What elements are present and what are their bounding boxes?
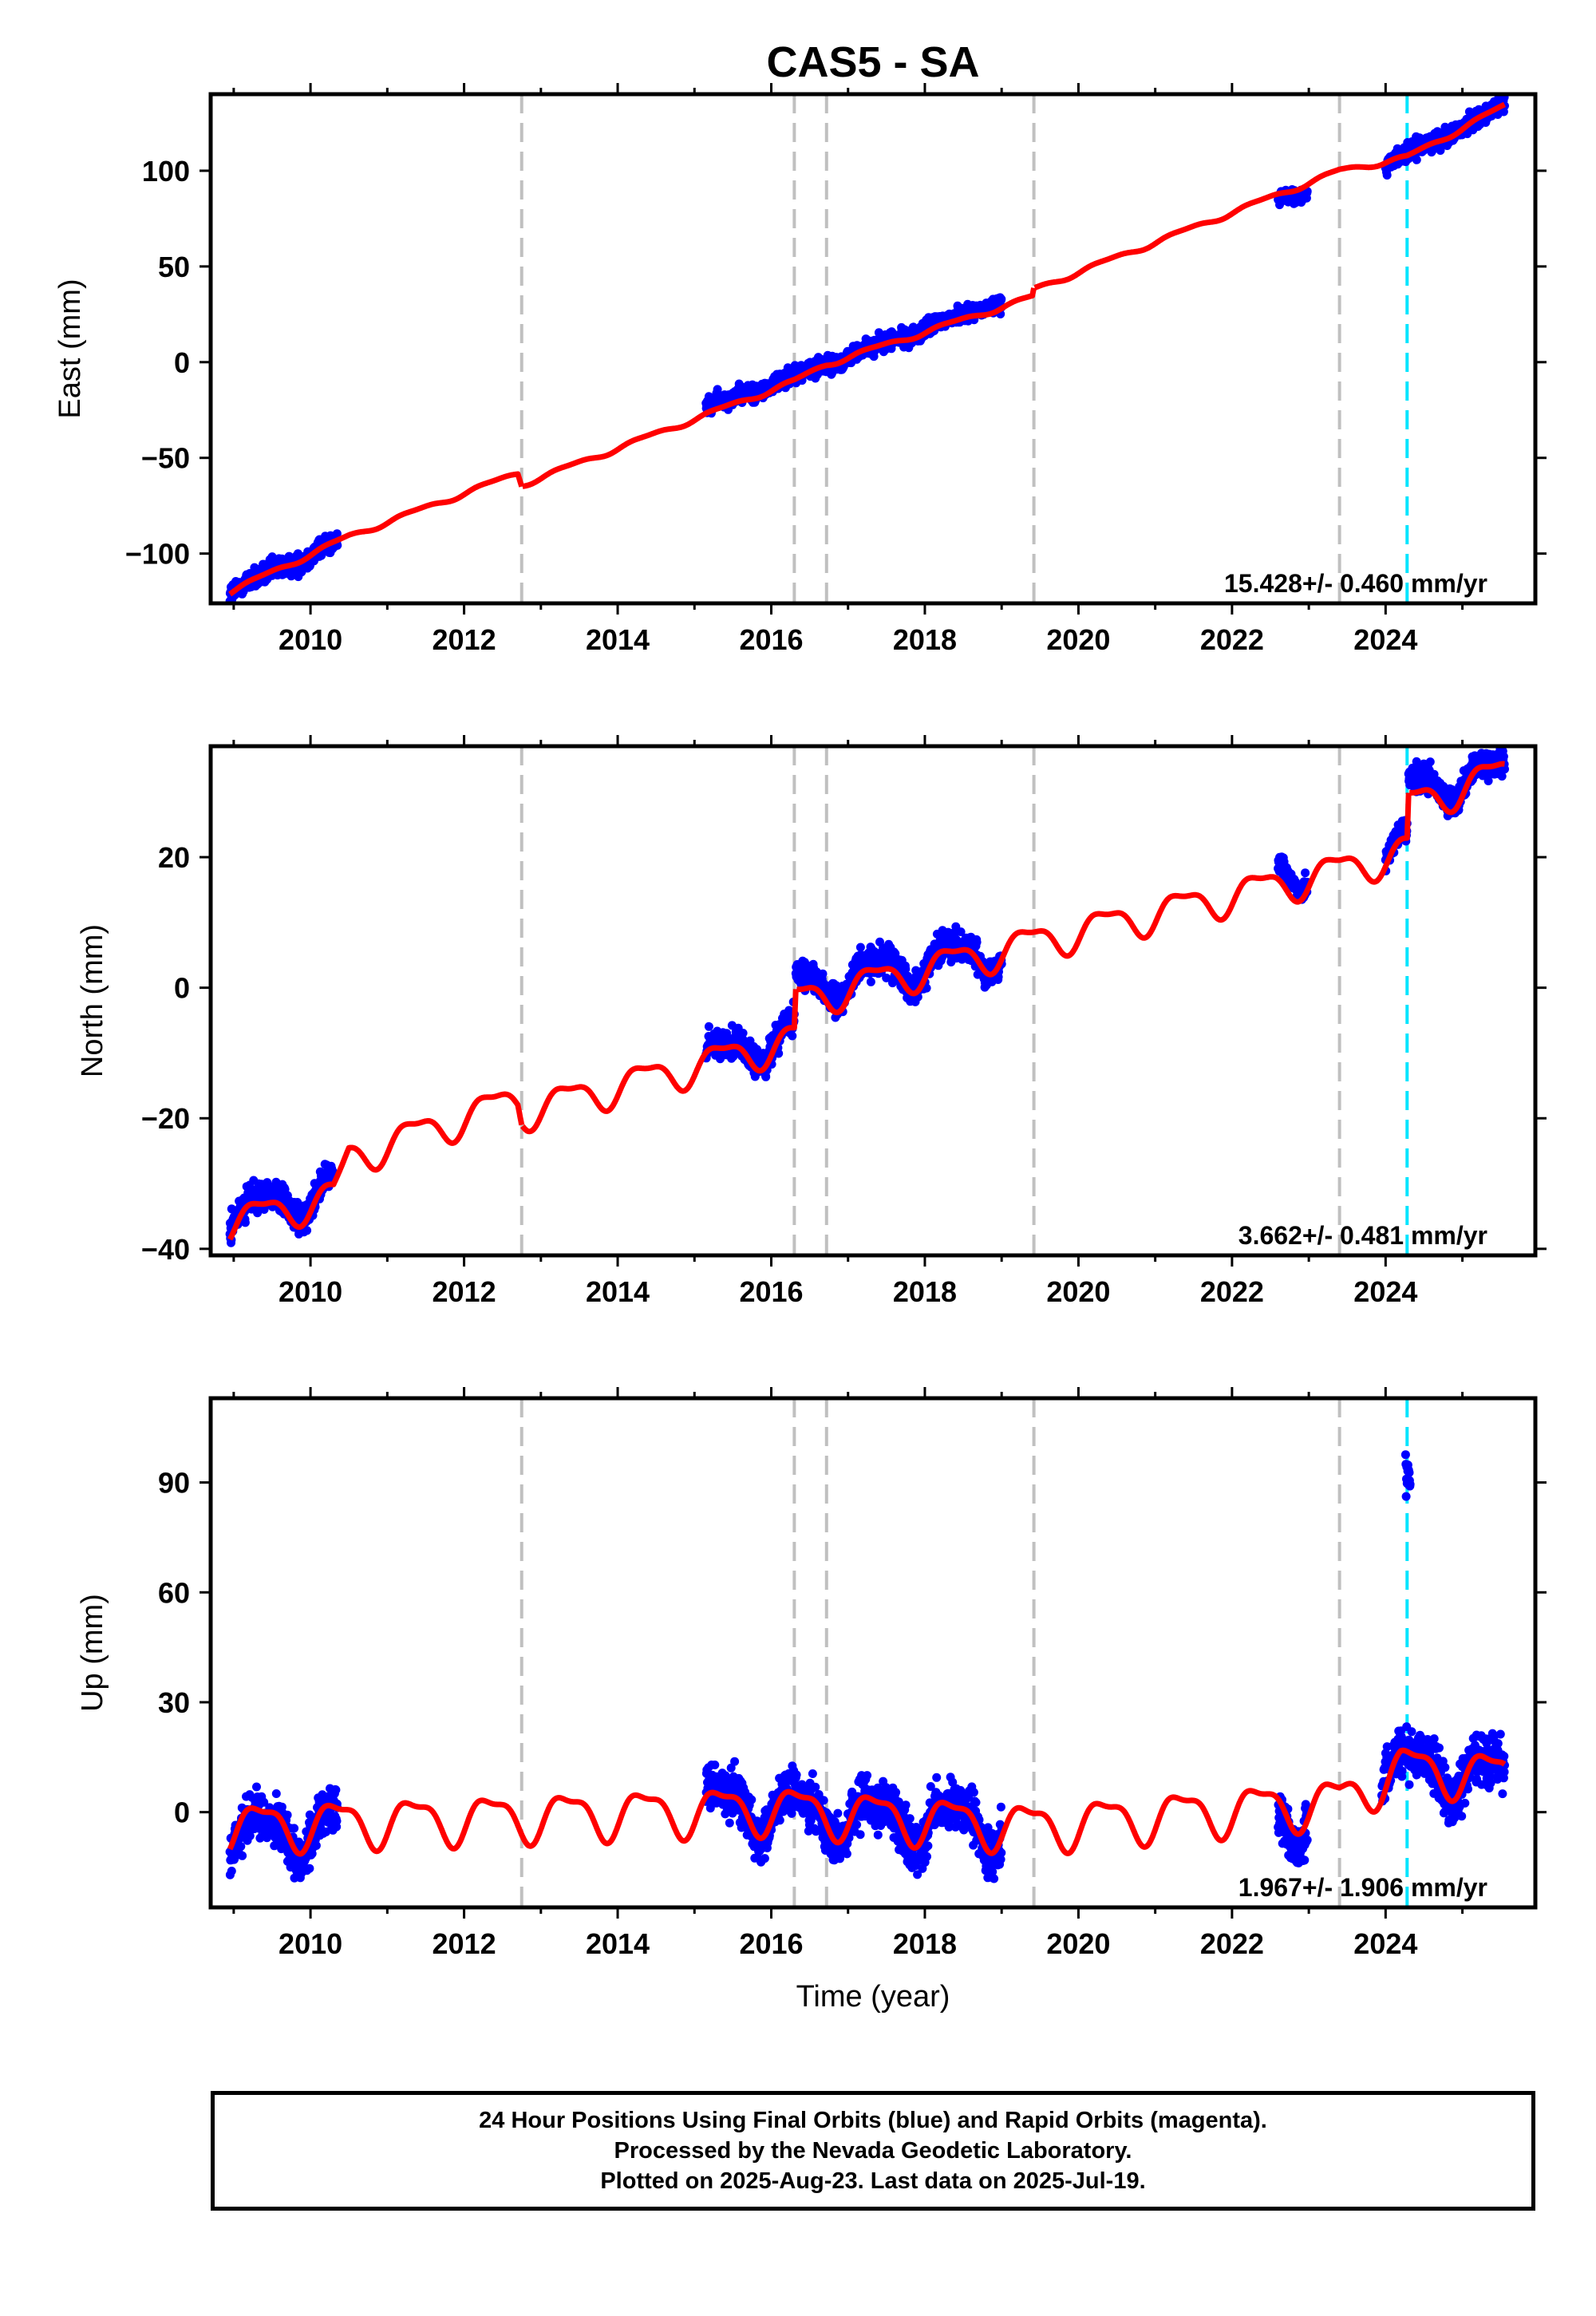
- data-point: [267, 552, 277, 562]
- y-axis-label: North (mm): [76, 924, 109, 1077]
- data-point: [833, 1808, 843, 1818]
- data-point: [713, 385, 722, 394]
- panel-north: 2010 2012 2014 2016 2018 2020 2022 2024 −40 −20 0 2…: [76, 735, 1547, 1308]
- x-tick-label: 2020: [1046, 1275, 1110, 1308]
- model-fit-line: [227, 761, 1507, 1241]
- x-tick-label: 2024: [1353, 1275, 1417, 1308]
- data-point: [1499, 752, 1508, 761]
- data-point: [747, 1795, 757, 1804]
- data-point: [905, 1814, 915, 1824]
- velocity-label: 3.662+/- 0.481 mm/yr: [1238, 1221, 1487, 1250]
- data-point: [863, 1771, 872, 1780]
- final-orbit-points: [225, 746, 1509, 1247]
- data-point: [311, 1841, 321, 1850]
- data-point: [1301, 868, 1310, 878]
- data-point: [852, 1820, 862, 1829]
- data-point: [808, 1769, 817, 1778]
- y-tick-label: −20: [141, 1102, 190, 1135]
- x-tick-label: 2012: [433, 1275, 496, 1308]
- y-tick-label: 0: [174, 972, 190, 1005]
- data-point: [236, 1842, 246, 1852]
- data-point: [891, 1788, 901, 1797]
- data-point: [972, 938, 982, 947]
- y-tick-label: 0: [174, 346, 190, 379]
- data-point: [855, 943, 865, 952]
- data-point: [1412, 155, 1421, 164]
- data-point: [866, 977, 875, 986]
- data-point: [271, 1789, 281, 1798]
- data-point: [997, 294, 1006, 304]
- data-segment: [1381, 94, 1509, 180]
- x-tick-label: 2016: [739, 1275, 803, 1308]
- data-point: [332, 1816, 342, 1826]
- x-tick-label: 2014: [586, 1275, 650, 1308]
- data-point: [305, 1863, 314, 1873]
- x-tick-label: 2022: [1200, 1275, 1264, 1308]
- data-point: [760, 1854, 769, 1863]
- x-tick-label: 2016: [739, 623, 803, 656]
- plot-frame: [208, 744, 1538, 1258]
- data-point: [855, 1830, 865, 1840]
- data-point: [1382, 171, 1392, 180]
- data-point: [775, 1816, 784, 1825]
- data-point: [842, 1849, 851, 1859]
- data-point: [730, 1757, 740, 1766]
- data-point: [873, 1830, 883, 1840]
- data-point: [704, 1022, 713, 1031]
- panel-up: 2010 2012 2014 2016 2018 2020 2022 20240306090U…: [76, 1387, 1547, 2014]
- panel-east: 2010 2012 2014 2016 2018 2020 2022 2024 −100 −50 0…: [53, 83, 1547, 656]
- data-point: [901, 1800, 911, 1810]
- velocity-label: 15.428+/- 0.460 mm/yr: [1224, 569, 1487, 598]
- y-tick-label: −40: [141, 1233, 190, 1266]
- page-title: CAS5 - SA: [766, 38, 979, 86]
- x-tick-label: 2022: [1200, 623, 1264, 656]
- data-point: [332, 529, 342, 539]
- data-point: [710, 1761, 720, 1769]
- model-fit-line: [227, 101, 1507, 597]
- x-tick-label: 2014: [586, 623, 650, 656]
- data-point: [792, 1770, 801, 1780]
- y-tick-label: −100: [125, 538, 190, 571]
- data-point: [923, 1841, 933, 1851]
- y-tick-label: 50: [158, 251, 190, 283]
- data-point: [227, 1867, 236, 1875]
- final-orbit-points: [225, 1450, 1509, 1883]
- data-point: [725, 1818, 734, 1828]
- y-tick-label: 100: [142, 155, 190, 188]
- data-point: [252, 1782, 261, 1792]
- y-tick-label: −50: [141, 442, 190, 475]
- x-tick-label: 2024: [1353, 623, 1417, 656]
- data-point: [1425, 757, 1435, 767]
- data-point: [331, 1785, 341, 1795]
- data-point: [282, 1810, 292, 1820]
- data-point: [238, 1851, 247, 1860]
- y-tick-label: 20: [158, 841, 190, 874]
- timeseries-plot: CAS5 - SA 2010 2012 2014 2016 2018 2020 2022 20…: [53, 38, 1547, 2014]
- y-axis-label: East (mm): [53, 279, 87, 418]
- data-point: [819, 1796, 828, 1805]
- data-point: [240, 1218, 250, 1227]
- x-tick-label: 2020: [1046, 623, 1110, 656]
- data-point: [290, 1824, 299, 1833]
- x-tick-label: 2010: [279, 623, 342, 656]
- data-point: [818, 969, 828, 978]
- data-point: [922, 1852, 931, 1861]
- data-segment: [225, 1782, 342, 1883]
- x-tick-label: 2012: [433, 623, 496, 656]
- x-tick-label: 2010: [279, 1275, 342, 1308]
- data-segment: [701, 998, 799, 1081]
- x-tick-label: 2018: [893, 623, 957, 656]
- x-tick-label: 2018: [893, 1275, 957, 1308]
